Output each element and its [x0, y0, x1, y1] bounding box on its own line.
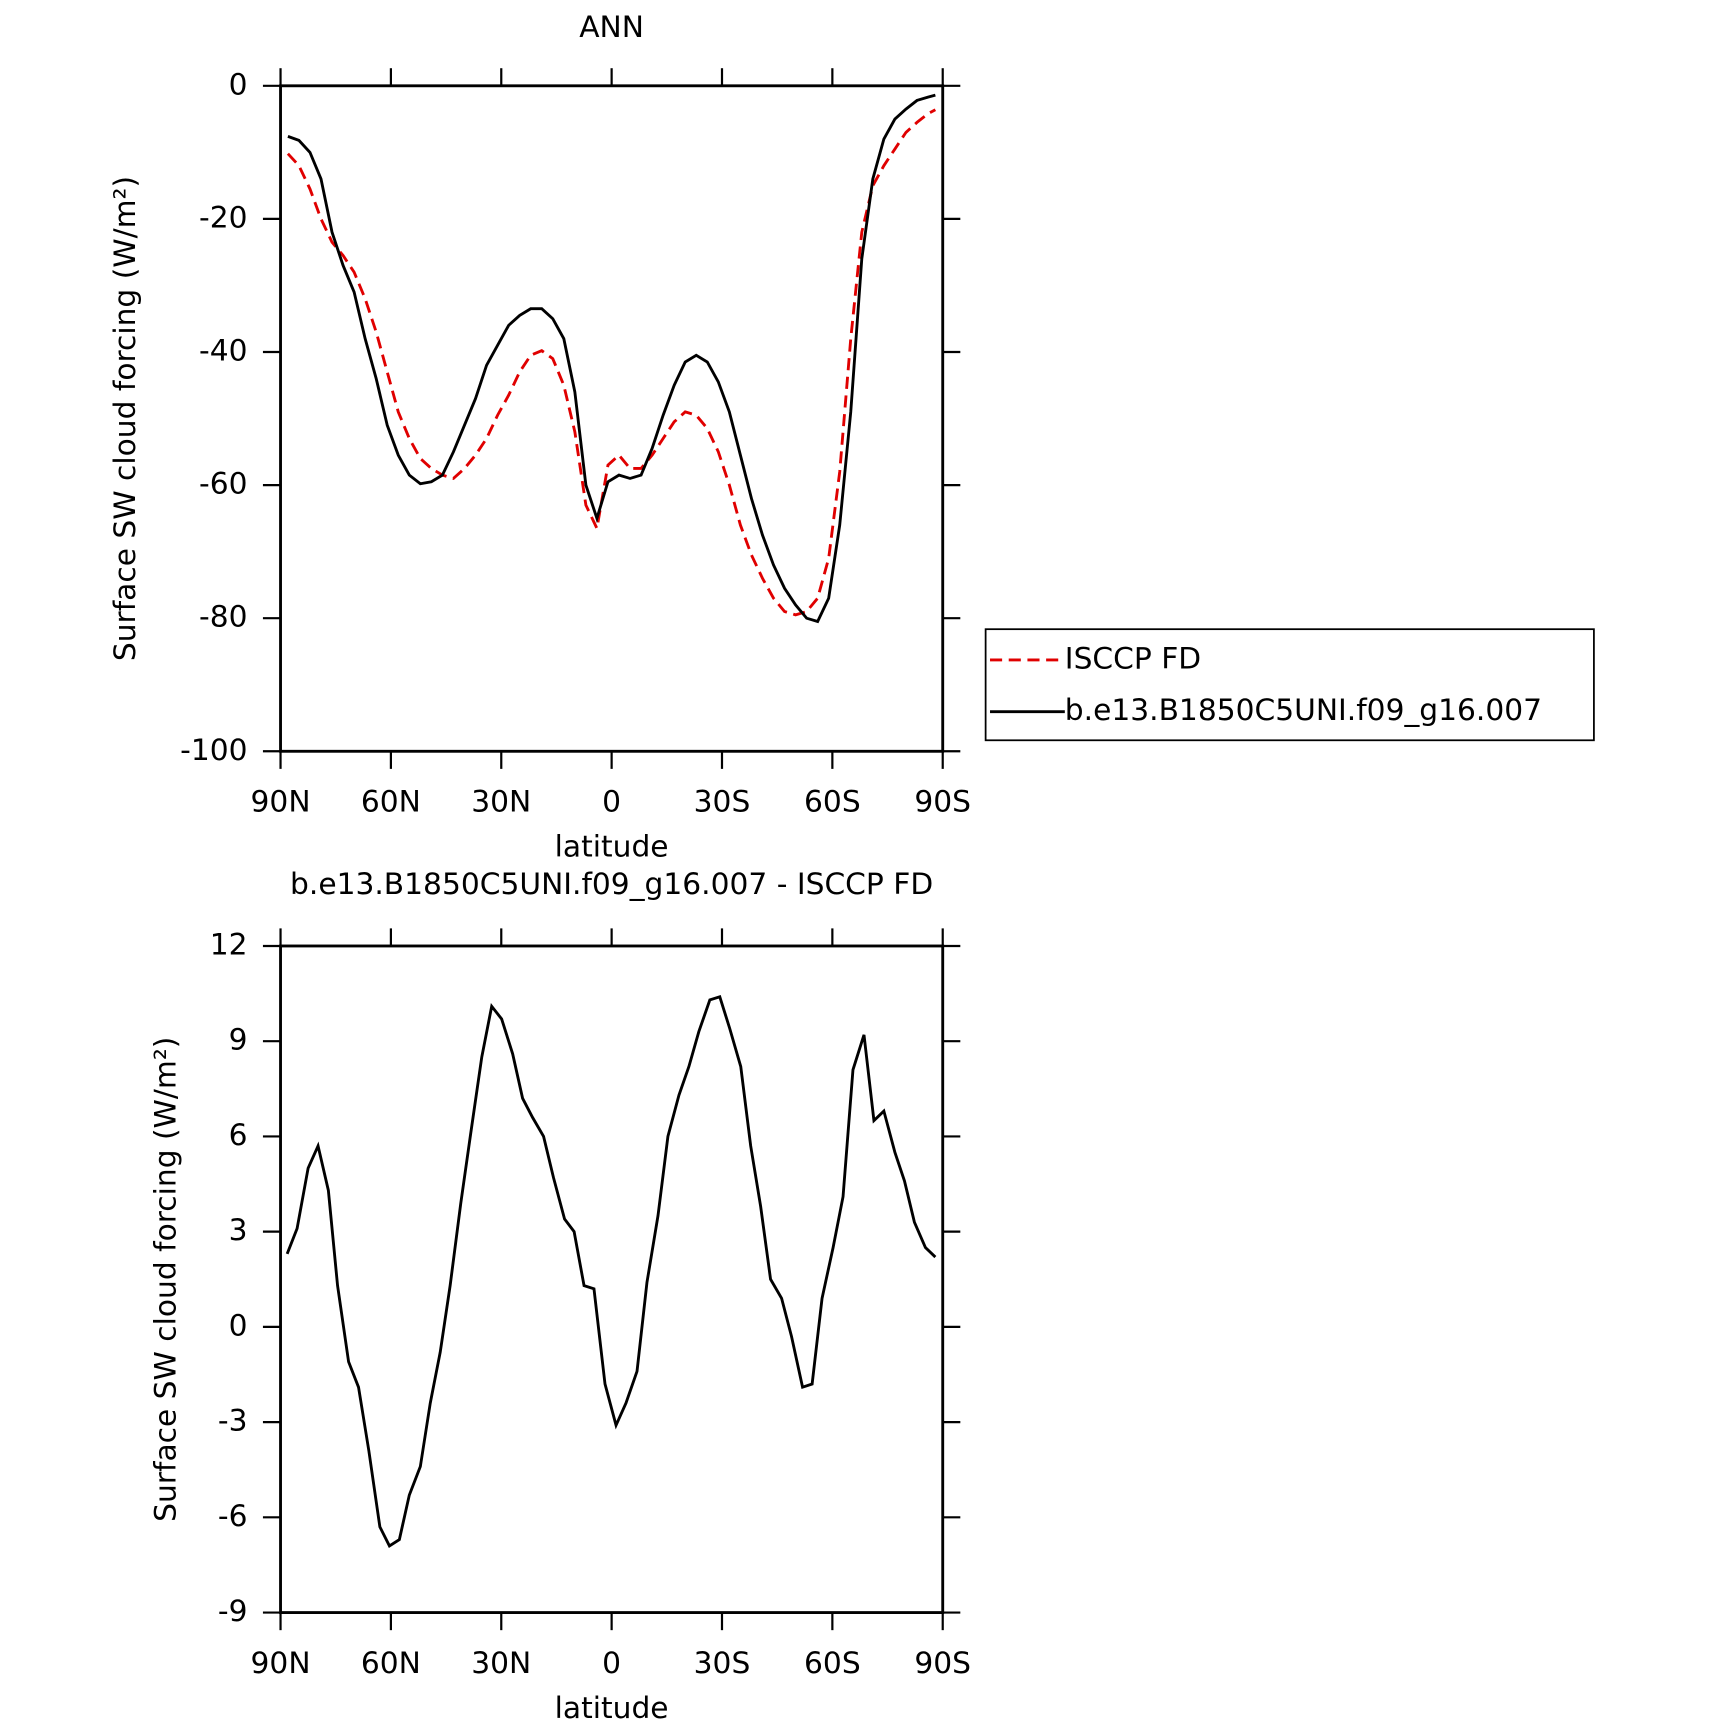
plot-frame [279, 944, 945, 1614]
legend: ISCCP FD b.e13.B1850C5UNI.f09_g16.007 [984, 628, 1595, 742]
y-tick-label: 0 [229, 1308, 248, 1343]
x-tick-label: 90S [914, 784, 971, 819]
y-tick-label: -20 [199, 200, 248, 235]
chart-title: ANN [579, 10, 644, 45]
x-tick-label: 30N [471, 784, 531, 819]
x-tick-label: 30S [694, 1646, 751, 1681]
y-tick-label: 3 [229, 1213, 248, 1248]
y-tick-label: -3 [218, 1404, 248, 1439]
y-tick-label: -60 [199, 467, 248, 502]
y-tick-label: 0 [229, 67, 248, 102]
data-line [286, 108, 937, 617]
y-tick-label: -40 [199, 333, 248, 368]
legend-label: ISCCP FD [1065, 641, 1201, 676]
x-tick-label: 60N [361, 1646, 421, 1681]
x-tick-label: 30S [694, 784, 751, 819]
y-tick-label: -9 [218, 1594, 248, 1629]
chart-title: b.e13.B1850C5UNI.f09_g16.007 - ISCCP FD [290, 867, 933, 902]
y-axis-label: Surface SW cloud forcing (W/m²) [108, 176, 143, 661]
data-line [287, 93, 936, 624]
x-tick-label: 90S [914, 1646, 971, 1681]
y-tick-label: -6 [218, 1499, 248, 1534]
x-tick-label: 90N [251, 1646, 311, 1681]
y-tick-label: 12 [210, 927, 248, 962]
x-tick-label: 0 [602, 1646, 621, 1681]
y-tick-label: 6 [229, 1118, 248, 1153]
data-line [285, 994, 937, 1548]
x-tick-label: 60S [804, 1646, 861, 1681]
y-tick-label: -100 [180, 733, 247, 768]
x-tick-label: 30N [471, 1646, 531, 1681]
y-axis-label: Surface SW cloud forcing (W/m²) [149, 1037, 184, 1522]
x-axis-label: latitude [555, 1691, 669, 1726]
x-axis-label: latitude [555, 830, 669, 865]
legend-label: b.e13.B1850C5UNI.f09_g16.007 [1065, 693, 1542, 728]
y-tick-label: -80 [199, 600, 248, 635]
x-tick-label: 0 [602, 784, 621, 819]
y-tick-label: 9 [229, 1023, 248, 1058]
x-tick-label: 60S [804, 784, 861, 819]
x-tick-label: 60N [361, 784, 421, 819]
plot-frame [279, 84, 945, 753]
x-tick-label: 90N [251, 784, 311, 819]
legend-box [984, 628, 1595, 742]
